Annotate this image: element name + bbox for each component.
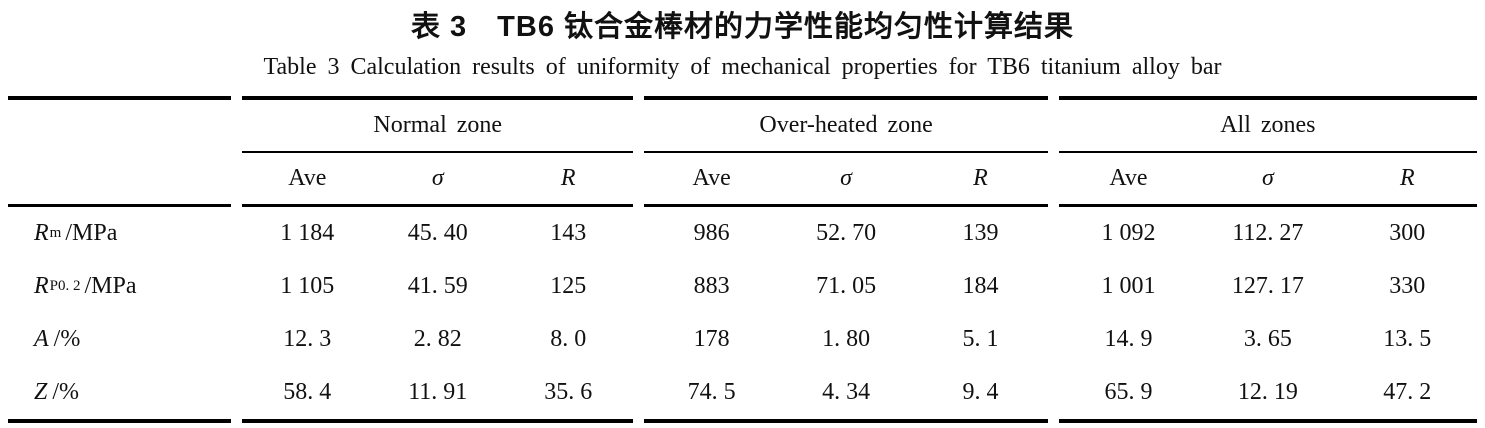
data-cell: 71. 05 — [816, 273, 877, 299]
property-subscript: m — [49, 225, 62, 241]
property-subscript: P0. 2 — [49, 278, 81, 294]
data-cell: 65. 9 — [1104, 379, 1153, 405]
row-label: A/% — [8, 313, 231, 366]
data-cell: 74. 5 — [687, 379, 736, 405]
data-cell: 1 184 — [280, 220, 335, 246]
data-cell: 35. 6 — [544, 379, 593, 405]
property-symbol: R — [34, 273, 49, 299]
row-label: Z/% — [8, 366, 231, 419]
row-label: R P0. 2/MPa — [8, 260, 231, 313]
data-cell: 58. 4 — [283, 379, 332, 405]
subheader-cell: R — [560, 165, 576, 191]
data-cell: 9. 4 — [962, 379, 999, 405]
property-unit: /MPa — [84, 273, 137, 299]
table-row: 1 001 127. 17 330 — [1059, 260, 1477, 313]
subheader-cell: σ — [1261, 165, 1274, 191]
zone-group: All zones Ave σ R 1 092 112. 27 300 1 001 127. 1… — [1058, 96, 1477, 423]
zone-group-title: Normal zone — [242, 100, 634, 153]
property-symbol: A — [34, 326, 49, 352]
data-cell: 45. 40 — [407, 220, 468, 246]
property-unit: /% — [53, 326, 81, 352]
page-title-zh: 表 3 TB6 钛合金棒材的力学性能均匀性计算结果 — [410, 11, 1075, 43]
subheader-cell: R — [1399, 165, 1415, 191]
table-corner-empty — [8, 100, 232, 207]
data-cell: 14. 9 — [1104, 326, 1153, 352]
table-row: 1 184 45. 40 143 — [242, 207, 633, 260]
data-cell: 47. 2 — [1383, 379, 1432, 405]
page-title-en: Table 3 Calculation results of uniformit… — [263, 54, 1222, 80]
data-cell: 5. 1 — [962, 326, 999, 352]
zone-group-title: All zones — [1058, 100, 1477, 153]
data-cell: 127. 17 — [1231, 273, 1304, 299]
subheader-cell: Ave — [692, 165, 731, 191]
zone-group: Over-heated zone Ave σ R 986 52. 70 139 883 71. … — [644, 96, 1048, 423]
data-cell: 139 — [962, 220, 999, 246]
data-cell: 12. 3 — [283, 326, 332, 352]
data-cell: 41. 59 — [407, 273, 468, 299]
zone-subheader-row: Ave σ R — [644, 153, 1048, 207]
property-unit: /% — [52, 379, 80, 405]
table-row: 178 1. 80 5. 1 — [644, 313, 1047, 366]
table-row: 883 71. 05 184 — [644, 260, 1047, 313]
table-row: 12. 3 2. 82 8. 0 — [242, 313, 633, 366]
zone-group-title: Over-heated zone — [644, 100, 1048, 153]
zone-subheader-row: Ave σ R — [242, 153, 634, 207]
data-cell: 12. 19 — [1237, 379, 1298, 405]
data-cell: 178 — [693, 326, 730, 352]
data-cell: 986 — [693, 220, 730, 246]
data-cell: 1 092 — [1101, 220, 1156, 246]
data-cell: 125 — [550, 273, 587, 299]
data-cell: 330 — [1389, 273, 1426, 299]
data-cell: 13. 5 — [1383, 326, 1432, 352]
property-unit: /MPa — [65, 220, 118, 246]
zone-subheader-row: Ave σ R — [1058, 153, 1477, 207]
zone-group: Normal zone Ave σ R 1 184 45. 40 143 1 105 41. 5… — [242, 96, 634, 423]
data-cell: 11. 91 — [408, 379, 468, 405]
data-cell: 2. 82 — [413, 326, 462, 352]
subheader-cell: Ave — [288, 165, 327, 191]
data-cell: 300 — [1389, 220, 1426, 246]
table-row: 14. 9 3. 65 13. 5 — [1059, 313, 1477, 366]
data-cell: 3. 65 — [1243, 326, 1292, 352]
data-cell: 883 — [693, 273, 730, 299]
table-row: 65. 9 12. 19 47. 2 — [1059, 366, 1477, 419]
data-cell: 184 — [962, 273, 999, 299]
table-row: 58. 4 11. 91 35. 6 — [242, 366, 633, 419]
data-cell: 1. 80 — [822, 326, 871, 352]
property-symbol: R — [34, 220, 49, 246]
data-cell: 143 — [550, 220, 587, 246]
property-symbol: Z — [34, 379, 48, 405]
subheader-cell: Ave — [1109, 165, 1148, 191]
data-cell: 1 001 — [1101, 273, 1156, 299]
subheader-cell: σ — [431, 165, 444, 191]
table-row: 986 52. 70 139 — [644, 207, 1047, 260]
subheader-cell: R — [973, 165, 988, 191]
table-row: 1 092 112. 27 300 — [1059, 207, 1477, 260]
table-row: 1 105 41. 59 125 — [242, 260, 633, 313]
data-cell: 112. 27 — [1232, 220, 1304, 246]
subheader-cell: σ — [840, 165, 852, 191]
data-cell: 8. 0 — [550, 326, 587, 352]
table-row: 74. 5 4. 34 9. 4 — [644, 366, 1047, 419]
data-cell: 52. 70 — [816, 220, 877, 246]
data-cell: 4. 34 — [822, 379, 871, 405]
data-cell: 1 105 — [280, 273, 335, 299]
